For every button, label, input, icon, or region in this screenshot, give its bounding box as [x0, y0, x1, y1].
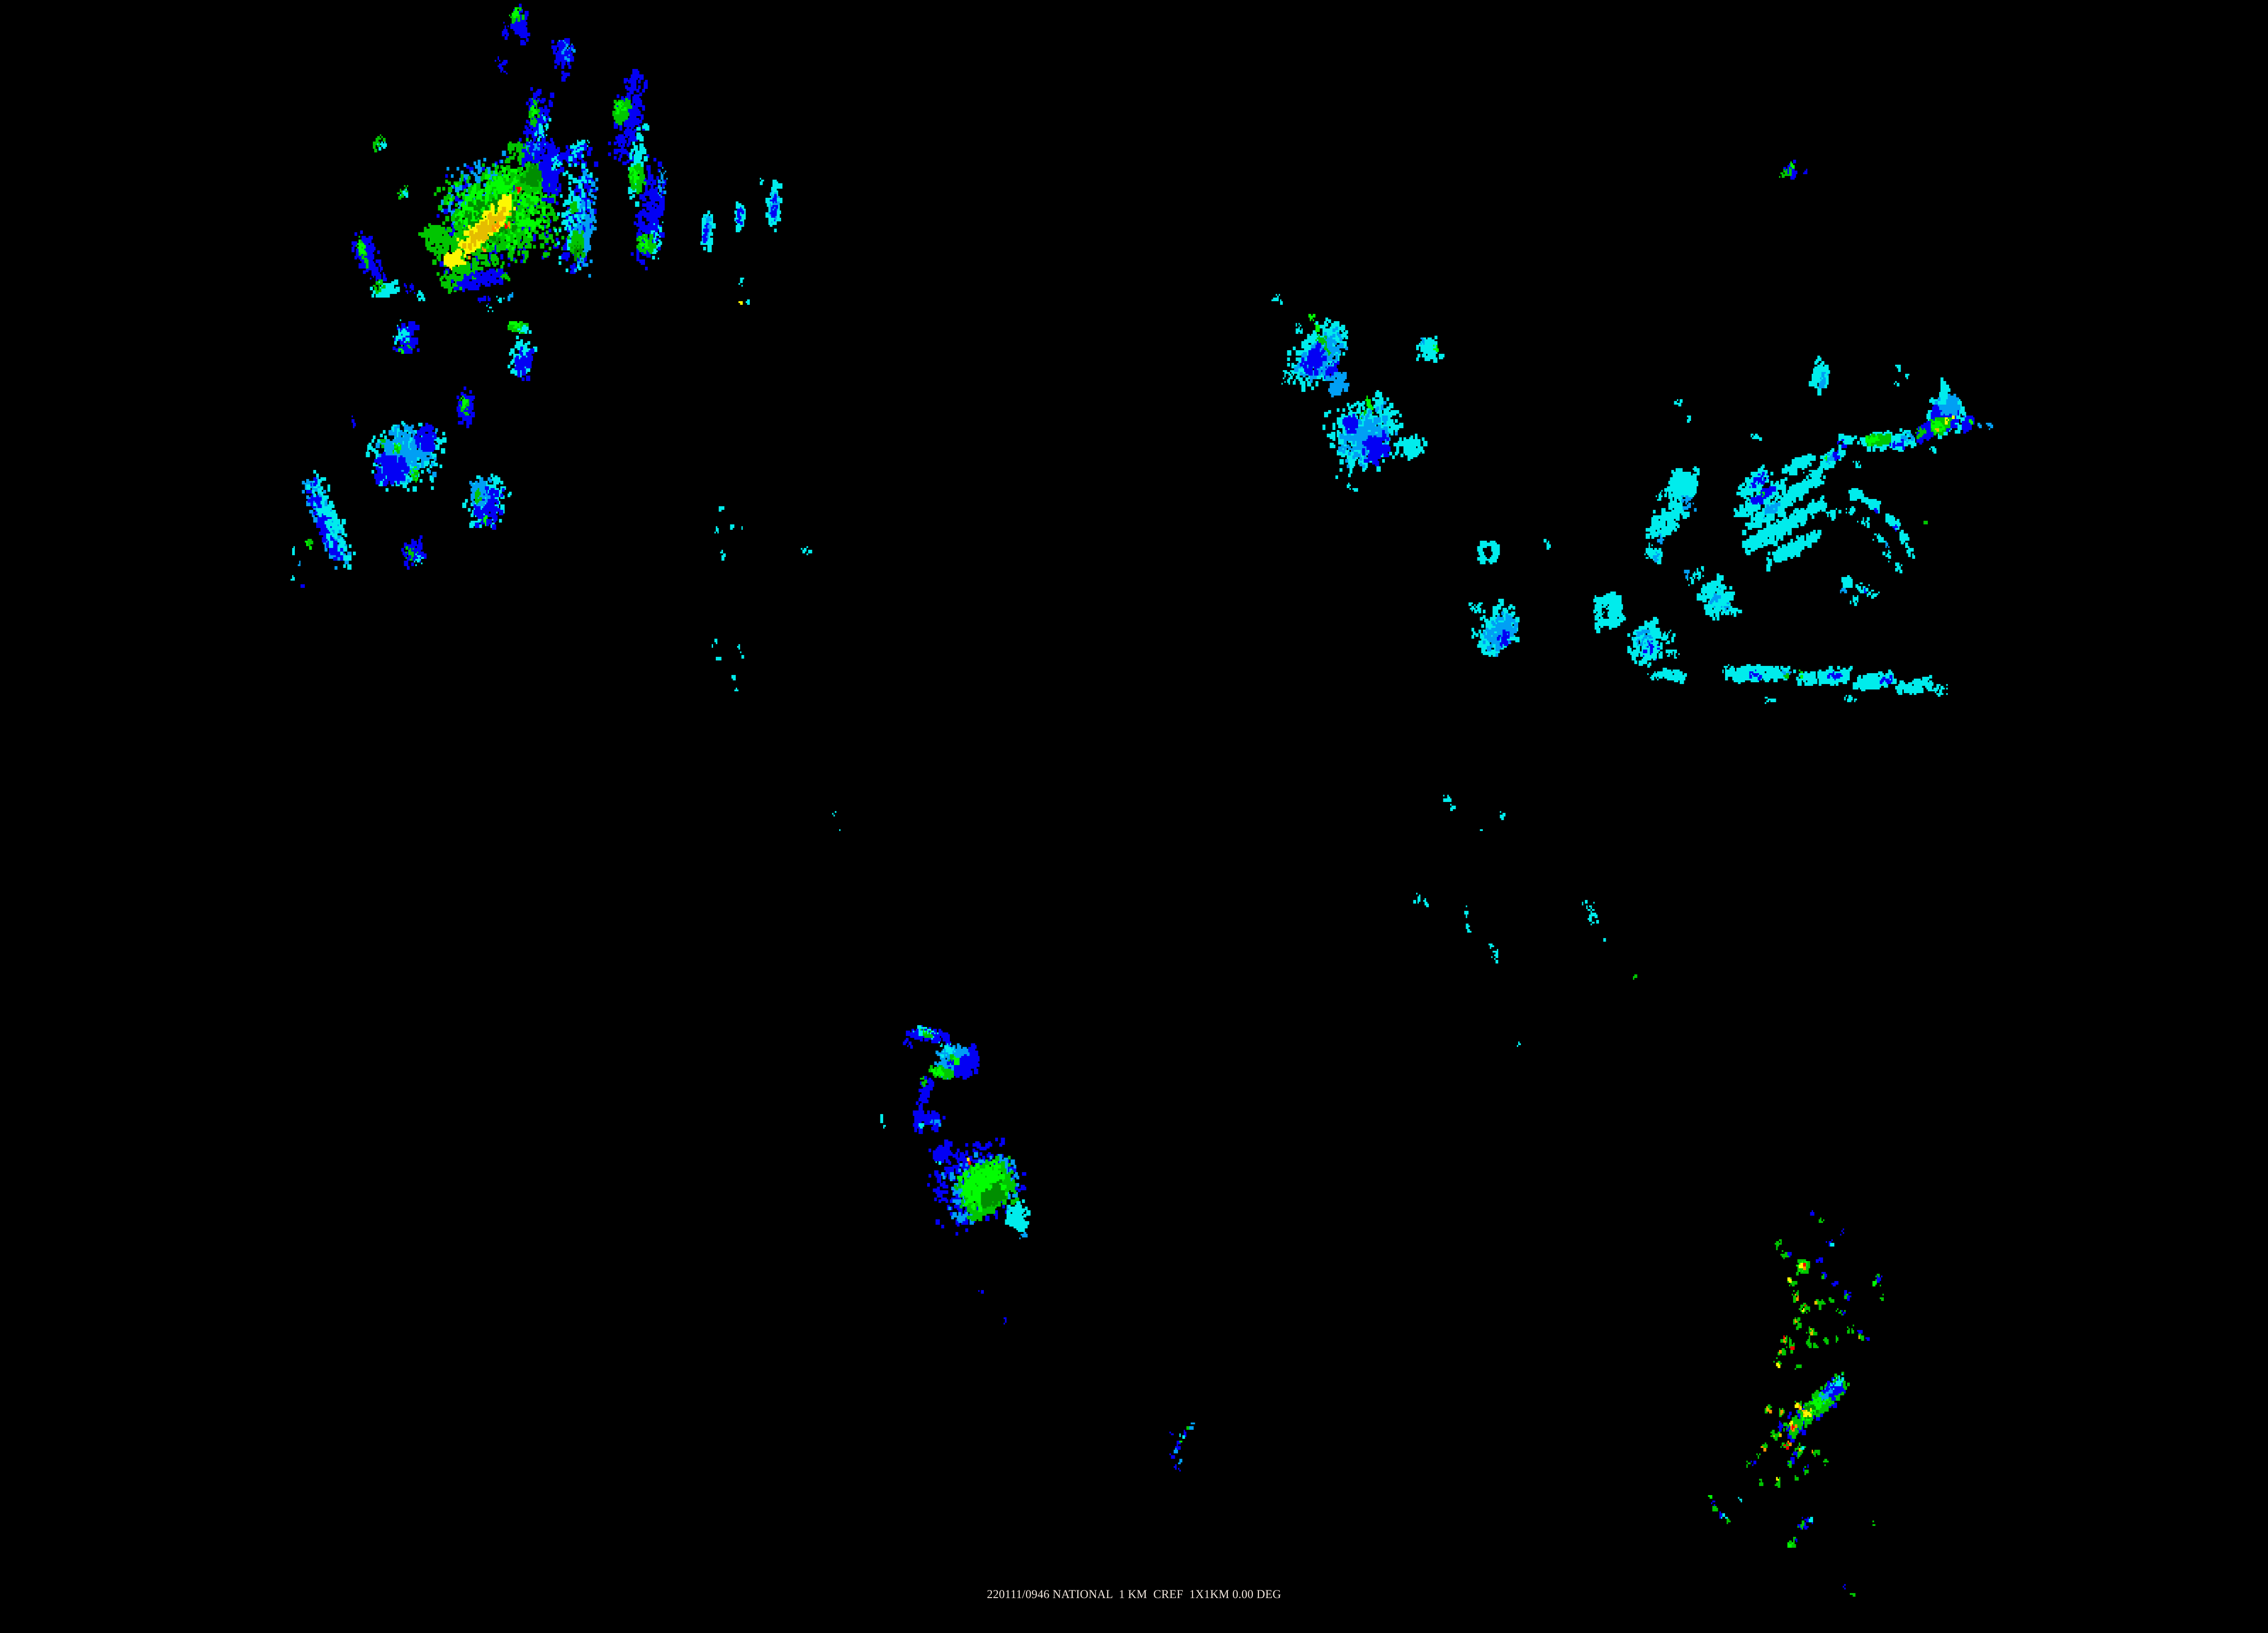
product-caption: 220111/0946 NATIONAL 1 KM CREF 1X1KM 0.0…	[987, 1587, 1281, 1601]
